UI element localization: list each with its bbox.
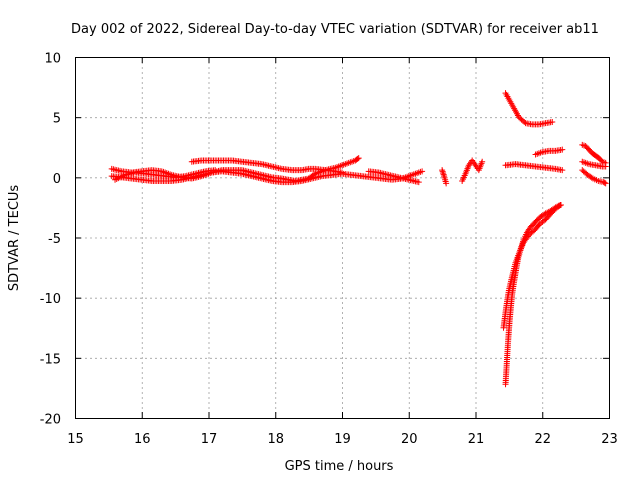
series-arc-f [459,157,486,184]
data-point [443,180,450,187]
data-point [588,174,595,181]
data-point [439,168,446,175]
axis-ticks [75,57,610,419]
x-tick-label: 19 [334,432,351,447]
y-tick-labels: -20 -15 -10 -5 0 5 10 [40,52,61,428]
data-point [559,146,566,153]
data-point [559,167,566,174]
data-point [601,179,608,186]
x-tick-label: 21 [468,432,485,447]
series-arc-n [579,158,609,170]
data-point [557,202,564,209]
series-arc-c [112,167,219,183]
data-point [479,158,486,165]
series-arc-d [365,168,422,186]
y-tick-label: 10 [44,52,61,67]
series-arc-e [439,167,450,187]
data-point [355,155,362,162]
data-point [440,170,447,177]
data-point [549,118,556,125]
y-tick-label: 0 [53,172,61,187]
x-tick-label: 16 [134,432,151,447]
data-point [602,163,609,170]
data-point [339,169,345,176]
data-point [521,118,528,125]
data-point [556,202,563,209]
series-arc-l [579,141,609,166]
series-arc-i [532,146,566,158]
x-tick-label: 15 [67,432,84,447]
x-tick-label: 18 [267,432,284,447]
data-point [415,179,422,186]
y-tick-label: 5 [53,112,61,127]
series-arc-j [502,202,564,388]
series-arc-g [502,90,556,128]
data-point [212,167,219,174]
y-tick-label: -5 [48,232,61,247]
y-tick-label: -15 [40,352,61,367]
data-marks [108,90,609,388]
x-tick-label: 23 [601,432,618,447]
x-axis-label: GPS time / hours [285,459,394,474]
data-point [440,171,447,178]
x-tick-labels: 15 16 17 18 19 20 21 22 23 [67,432,618,447]
y-tick-label: -10 [40,292,61,307]
series-arc-m [579,167,609,187]
data-point [354,155,361,162]
y-tick-label: -20 [40,413,61,428]
data-point [602,180,609,187]
data-point [419,168,426,175]
x-tick-label: 22 [534,432,551,447]
data-point [439,167,446,174]
chart-title: Day 002 of 2022, Sidereal Day-to-day VTE… [71,22,599,37]
series-arc-b [188,157,345,176]
y-axis-label: SDTVAR / TECUs [7,185,22,292]
x-tick-label: 17 [201,432,218,447]
series-arc-k [500,202,564,331]
x-tick-label: 20 [401,432,418,447]
series-arc-h [502,161,566,174]
